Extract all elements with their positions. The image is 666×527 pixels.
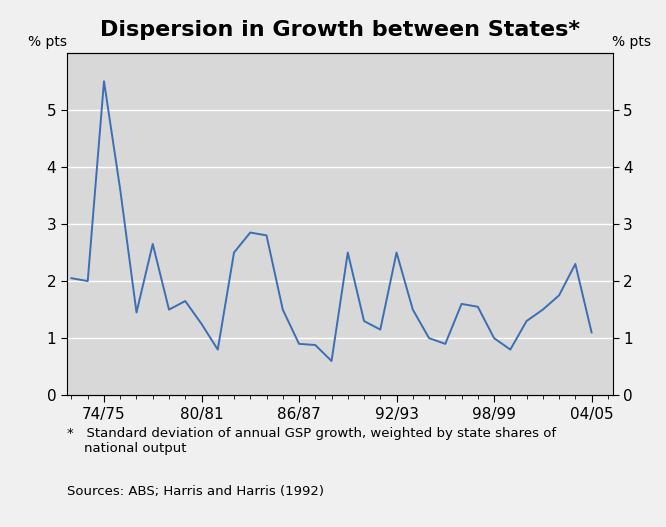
Title: Dispersion in Growth between States*: Dispersion in Growth between States* xyxy=(100,20,579,40)
Text: % pts: % pts xyxy=(612,35,651,49)
Text: *   Standard deviation of annual GSP growth, weighted by state shares of
    nat: * Standard deviation of annual GSP growt… xyxy=(67,427,555,455)
Text: Sources: ABS; Harris and Harris (1992): Sources: ABS; Harris and Harris (1992) xyxy=(67,485,324,498)
Text: % pts: % pts xyxy=(29,35,67,49)
